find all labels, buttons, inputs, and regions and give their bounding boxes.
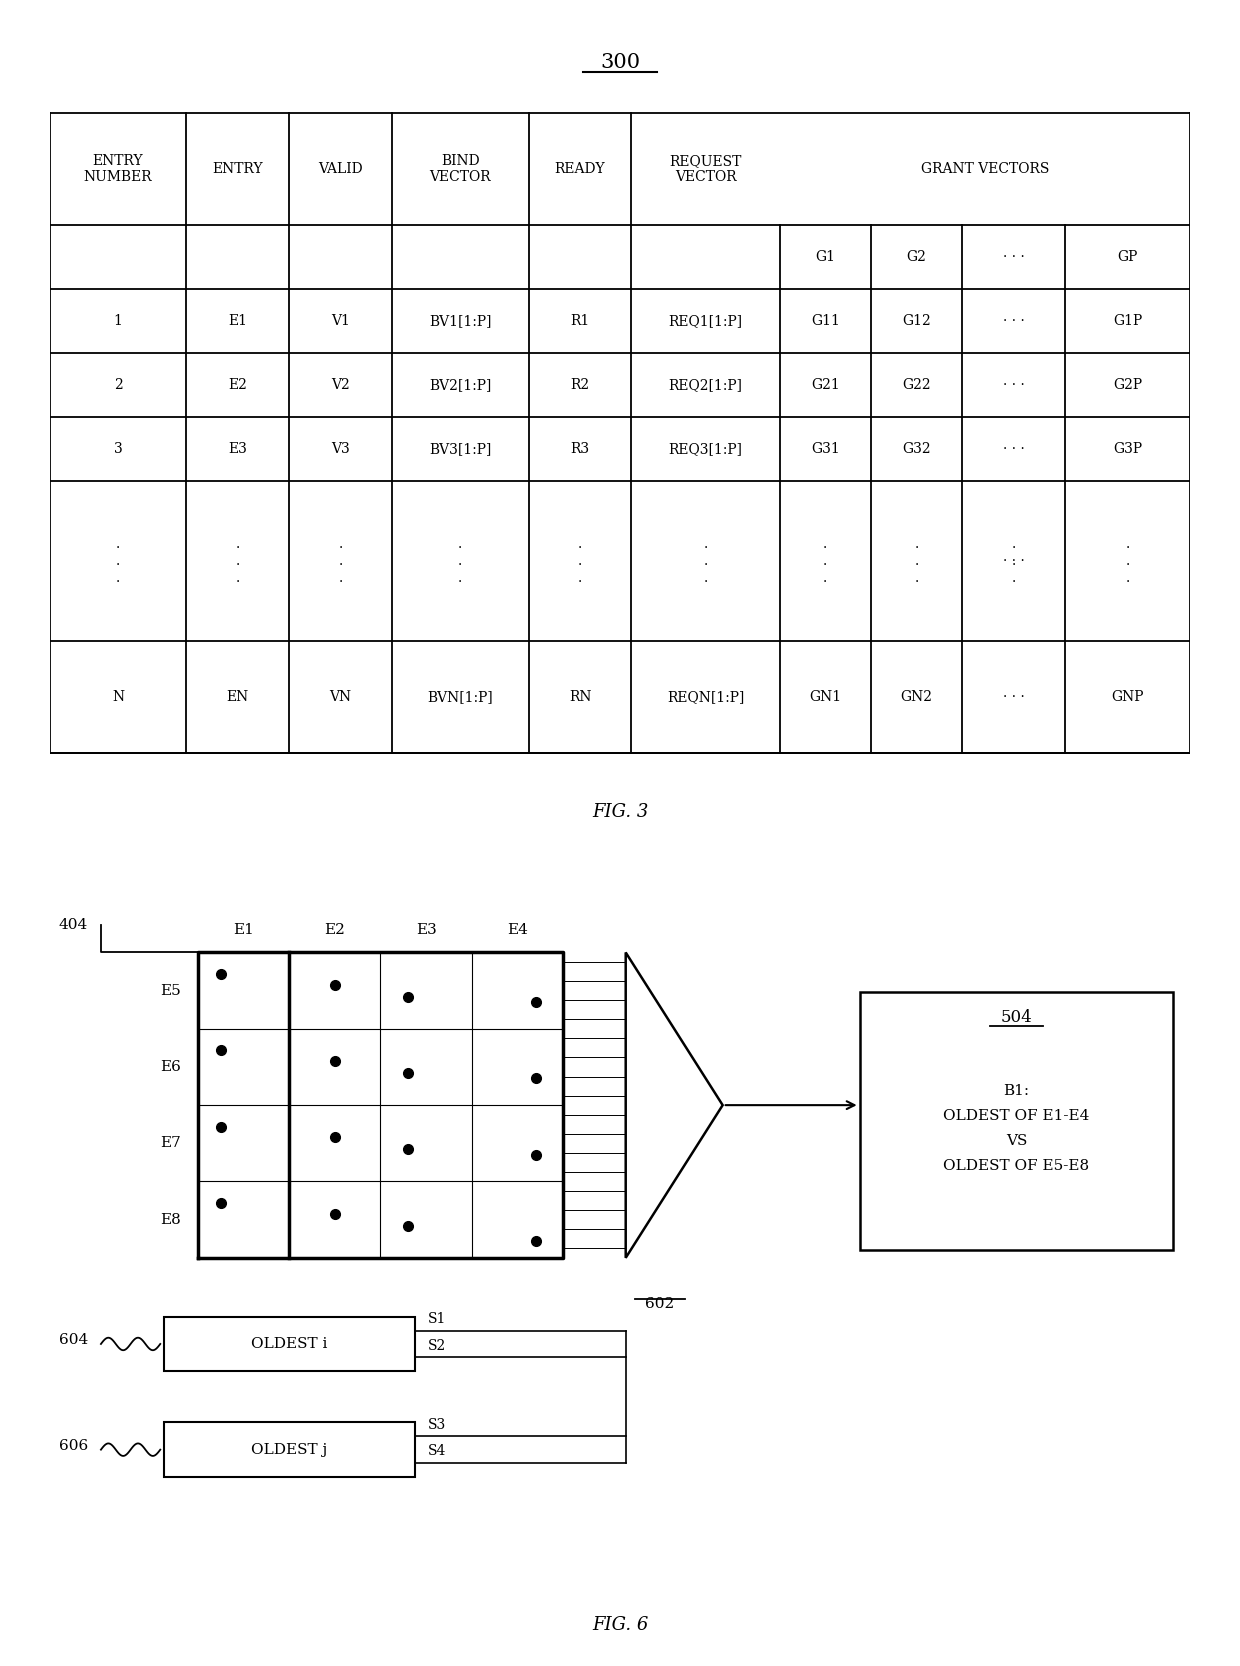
Text: 3: 3: [114, 441, 123, 456]
Text: G32: G32: [903, 441, 931, 456]
Text: BV1[1:P]: BV1[1:P]: [429, 315, 491, 328]
Text: VALID: VALID: [319, 162, 363, 177]
Text: G1: G1: [816, 250, 836, 265]
Text: · · ·: · · ·: [1003, 441, 1024, 456]
Text: S1: S1: [428, 1311, 446, 1326]
Text: E5: E5: [160, 983, 181, 998]
Text: G2: G2: [906, 250, 926, 265]
Text: .
.
.: . . .: [578, 536, 583, 585]
Text: G21: G21: [811, 378, 839, 392]
Text: G22: G22: [903, 378, 931, 392]
Text: E4: E4: [507, 923, 528, 936]
Text: GNP: GNP: [1111, 690, 1145, 705]
Text: OLDEST i: OLDEST i: [250, 1336, 327, 1351]
Text: BV2[1:P]: BV2[1:P]: [429, 378, 491, 392]
Text: .
.
.: . . .: [115, 536, 120, 585]
Text: S3: S3: [428, 1418, 446, 1431]
Text: 504: 504: [1001, 1010, 1033, 1026]
Text: .
.
.: . . .: [703, 536, 708, 585]
Text: E2: E2: [325, 923, 345, 936]
Text: FIG. 6: FIG. 6: [591, 1616, 649, 1634]
Text: E8: E8: [160, 1213, 181, 1226]
Text: REQUEST
VECTOR: REQUEST VECTOR: [670, 155, 742, 185]
Text: EN: EN: [227, 690, 249, 705]
Text: 602: 602: [645, 1296, 675, 1311]
Text: REQN[1:P]: REQN[1:P]: [667, 690, 744, 705]
Text: REQ3[1:P]: REQ3[1:P]: [668, 441, 743, 456]
Text: GN2: GN2: [900, 690, 932, 705]
Text: E1: E1: [233, 923, 254, 936]
Text: N: N: [112, 690, 124, 705]
Text: READY: READY: [554, 162, 605, 177]
Text: V3: V3: [331, 441, 350, 456]
Text: E3: E3: [415, 923, 436, 936]
Text: B1:
OLDEST OF E1-E4
VS
OLDEST OF E5-E8: B1: OLDEST OF E1-E4 VS OLDEST OF E5-E8: [944, 1085, 1090, 1173]
Text: R1: R1: [570, 315, 590, 328]
Text: BIND
VECTOR: BIND VECTOR: [429, 155, 491, 185]
Text: V1: V1: [331, 315, 350, 328]
Text: S2: S2: [428, 1338, 446, 1353]
Text: E3: E3: [228, 441, 247, 456]
Text: 604: 604: [58, 1333, 88, 1348]
Text: 1: 1: [114, 315, 123, 328]
Text: 300: 300: [600, 53, 640, 72]
Bar: [859, 991, 1173, 1250]
Text: FIG. 3: FIG. 3: [591, 803, 649, 821]
Text: .
.
.: . . .: [914, 536, 919, 585]
Text: G3P: G3P: [1114, 441, 1142, 456]
Text: 404: 404: [58, 918, 88, 931]
Text: V2: V2: [331, 378, 350, 392]
Text: · · ·: · · ·: [1003, 315, 1024, 328]
Text: · · ·: · · ·: [1003, 690, 1024, 705]
Text: BV3[1:P]: BV3[1:P]: [429, 441, 491, 456]
Bar: [164, 1423, 414, 1478]
Text: G2P: G2P: [1114, 378, 1142, 392]
Text: E1: E1: [228, 315, 247, 328]
Text: .
.
.: . . .: [1126, 536, 1130, 585]
Text: G12: G12: [903, 315, 931, 328]
Text: RN: RN: [569, 690, 591, 705]
Text: .
.
.: . . .: [458, 536, 463, 585]
Text: G11: G11: [811, 315, 839, 328]
Bar: [164, 1316, 414, 1371]
Text: GP: GP: [1117, 250, 1138, 265]
Text: REQ1[1:P]: REQ1[1:P]: [668, 315, 743, 328]
Text: REQ2[1:P]: REQ2[1:P]: [668, 378, 743, 392]
Text: .
.
.: . . .: [1012, 536, 1016, 585]
Text: R3: R3: [570, 441, 590, 456]
Text: .
.
.: . . .: [823, 536, 827, 585]
Text: .
.
.: . . .: [339, 536, 342, 585]
Text: R2: R2: [570, 378, 590, 392]
Text: G1P: G1P: [1114, 315, 1142, 328]
Text: GRANT VECTORS: GRANT VECTORS: [921, 162, 1049, 177]
Text: VN: VN: [330, 690, 352, 705]
Text: · · ·: · · ·: [1003, 555, 1024, 568]
Text: ENTRY
NUMBER: ENTRY NUMBER: [84, 155, 153, 185]
Text: .
.
.: . . .: [236, 536, 241, 585]
Text: E6: E6: [160, 1060, 181, 1075]
Text: E2: E2: [228, 378, 247, 392]
Text: · · ·: · · ·: [1003, 250, 1024, 265]
Text: BVN[1:P]: BVN[1:P]: [428, 690, 494, 705]
Polygon shape: [626, 953, 723, 1258]
Text: E7: E7: [160, 1136, 181, 1150]
Text: 2: 2: [114, 378, 123, 392]
Text: · · ·: · · ·: [1003, 378, 1024, 392]
Text: 606: 606: [58, 1439, 88, 1453]
Text: OLDEST j: OLDEST j: [250, 1443, 327, 1456]
Text: GN1: GN1: [810, 690, 842, 705]
Text: G31: G31: [811, 441, 839, 456]
Text: ENTRY: ENTRY: [212, 162, 263, 177]
Text: S4: S4: [428, 1444, 446, 1458]
